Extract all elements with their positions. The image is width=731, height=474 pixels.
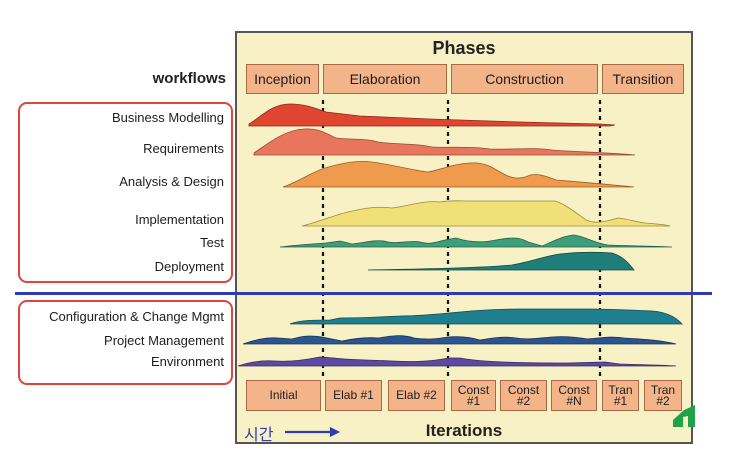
iteration-tran-1: Tran #1 [602,380,639,411]
workflow-label-requirements: Requirements [143,141,224,156]
workflow-label-test: Test [200,235,224,250]
green-shape-icon [673,405,695,427]
iteration-tran-2: Tran #2 [644,380,682,411]
requirements-profile [253,128,636,156]
phase-transition: Transition [602,64,684,94]
workflow-label-environment: Environment [151,354,224,369]
phase-elaboration: Elaboration [323,64,447,94]
supporting-workflows-frame [18,300,233,385]
business-modelling-profile [248,103,616,127]
test-profile [279,234,673,248]
section-divider [15,292,712,295]
project-management-profile [242,335,677,345]
iterations-label: Iterations [425,421,503,440]
phases-panel [235,31,693,444]
phases-title: Phases [432,38,496,58]
workflows-heading: workflows [152,70,226,87]
workflow-label-implementation: Implementation [135,212,224,227]
time-label: 시간 [244,427,274,444]
implementation-profile [301,200,671,227]
phase-construction: Construction [451,64,598,94]
environment-profile [237,356,677,367]
iteration-elab-1: Elab #1 [325,380,382,411]
deployment-profile [367,251,635,271]
iteration-elab-2: Elab #2 [388,380,445,411]
workflow-label-project-management: Project Management [104,333,224,348]
engineering-workflows-frame [18,102,233,283]
workflow-label-configuration: Configuration & Change Mgmt [49,309,224,324]
time-arrow-head [330,427,340,437]
workflow-label-analysis-design: Analysis & Design [119,174,224,189]
analysis-design-profile [282,160,635,188]
iteration-initial: Initial [246,380,321,411]
workflow-label-business-modelling: Business Modelling [111,110,224,125]
phase-inception: Inception [246,64,319,94]
iteration-const-n: Const #N [551,380,597,411]
iteration-const-2: Const #2 [500,380,547,411]
workflow-label-deployment: Deployment [154,259,224,274]
configuration-profile [289,308,683,325]
iteration-const-1: Const #1 [451,380,496,411]
